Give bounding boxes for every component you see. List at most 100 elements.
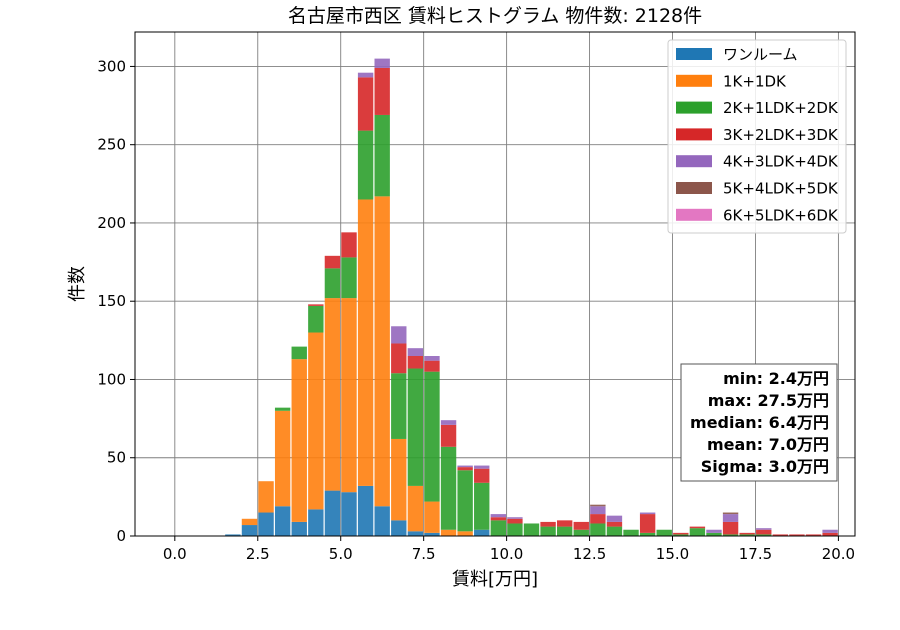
histogram-bar: [308, 304, 324, 306]
histogram-bar: [274, 410, 291, 507]
histogram-bar: [805, 534, 822, 536]
histogram-bar: [341, 492, 357, 536]
histogram-bar: [424, 532, 440, 536]
histogram-bar: [523, 523, 540, 536]
histogram-bar: [756, 534, 772, 536]
histogram-bar: [756, 528, 772, 530]
x-tick-label: 17.5: [739, 545, 772, 563]
histogram-bar: [374, 506, 390, 536]
histogram-bar: [606, 521, 623, 527]
histogram-bar: [440, 424, 457, 447]
y-tick-label: 0: [116, 527, 126, 545]
histogram-bar: [407, 356, 424, 369]
histogram-bar: [424, 371, 440, 502]
histogram-bar: [258, 512, 274, 536]
histogram-bar: [440, 529, 457, 536]
axis-ticks: 0.0 2.5 5.0 7.5 10.0 12.5 15.0 17.5 20.0 0 50 100 15…: [97, 57, 855, 563]
histogram-bar: [540, 526, 556, 536]
histogram-bar: [590, 523, 606, 536]
histogram-bar: [357, 77, 374, 131]
histogram-bar: [440, 420, 457, 425]
histogram-bar: [258, 481, 274, 513]
histogram-bar: [357, 485, 374, 536]
histogram-bar: [722, 512, 739, 515]
histogram-bar: [308, 305, 324, 333]
histogram-bar: [606, 515, 623, 522]
legend-swatch: [676, 155, 712, 168]
histogram-bar: [457, 465, 473, 468]
legend-label: 4K+3LDK+4DK: [723, 153, 839, 171]
histogram-bar: [623, 529, 639, 536]
y-axis-label: 件数: [67, 266, 88, 302]
histogram-bar: [573, 529, 589, 536]
histogram-bar: [507, 517, 523, 519]
x-axis-label: 賃料[万円]: [452, 569, 538, 590]
histogram-bar: [374, 114, 390, 197]
stat-mean: mean: 7.0万円: [707, 435, 829, 454]
histogram-bar: [440, 446, 457, 530]
x-tick-label: 15.0: [656, 545, 689, 563]
histogram-bar: [374, 58, 390, 68]
histogram-bar: [407, 485, 424, 532]
histogram-bar: [573, 521, 589, 530]
histogram-bar: [424, 356, 440, 361]
histogram-bar: [391, 438, 407, 521]
plot-frame: [134, 31, 856, 537]
histogram-bar: [457, 470, 473, 532]
stat-median: median: 6.4万円: [690, 413, 829, 432]
histogram-bar: [374, 68, 390, 115]
histogram-bar: [490, 517, 507, 521]
histogram-bar: [341, 298, 357, 493]
histogram-bar: [639, 532, 656, 536]
histogram-bar: [673, 532, 689, 535]
histogram-bar: [357, 130, 374, 200]
legend-box: [667, 39, 847, 234]
histogram-bar: [756, 529, 772, 535]
x-tick-label: 20.0: [822, 545, 855, 563]
histogram-bar: [357, 199, 374, 486]
legend-swatch: [676, 74, 712, 87]
histogram-bar: [474, 468, 490, 483]
histogram-bar: [590, 506, 606, 515]
legend-swatch: [676, 128, 712, 141]
legend-items: ワンルーム 1K+1DK 2K+1LDK+2DK 3K+2LDK+3DK 4K+3LDK…: [676, 46, 839, 224]
histogram-bar: [374, 196, 390, 507]
histogram-bar: [673, 534, 689, 536]
x-tick-label: 12.5: [573, 545, 606, 563]
stat-max: max: 27.5万円: [708, 391, 829, 410]
histogram-bar: [722, 534, 739, 536]
histogram-bar: [639, 512, 656, 515]
histogram-bar: [241, 525, 258, 536]
histogram-bar: [590, 514, 606, 524]
histogram-bar: [722, 514, 739, 522]
legend-label: 5K+4LDK+5DK: [723, 180, 839, 198]
histogram-bar: [308, 332, 324, 510]
histogram-bar: [789, 534, 805, 536]
legend-swatch: [676, 208, 712, 221]
chart-title: 名古屋市西区 賃料ヒストグラム 物件数: 2128件: [288, 5, 702, 27]
histogram-bar: [324, 255, 341, 269]
legend: ワンルーム 1K+1DK 2K+1LDK+2DK 3K+2LDK+3DK 4K+3LDK…: [667, 39, 847, 234]
histogram-bar: [457, 467, 473, 471]
histogram-bar: [341, 257, 357, 299]
histogram-bar: [274, 506, 291, 536]
histogram-bar: [540, 521, 556, 527]
x-tick-label: 0.0: [163, 545, 187, 563]
histogram-bar: [639, 514, 656, 533]
histogram-bar: [324, 298, 341, 491]
histogram-bar: [590, 504, 606, 507]
stat-min: min: 2.4万円: [723, 369, 829, 388]
histogram-bar: [739, 532, 755, 535]
histogram-bar: [291, 521, 307, 536]
histogram-bar: [706, 532, 722, 536]
stats-box: min: 2.4万円 max: 27.5万円 median: 6.4万円 mea…: [680, 363, 838, 482]
y-tick-label: 100: [97, 370, 126, 388]
histogram-bar: [391, 373, 407, 439]
histogram-bar: [407, 348, 424, 356]
histogram-bar: [391, 343, 407, 374]
legend-swatch: [676, 101, 712, 114]
histogram-bar: [656, 529, 672, 536]
histogram-bar: [357, 72, 374, 78]
histogram-bar: [474, 482, 490, 530]
